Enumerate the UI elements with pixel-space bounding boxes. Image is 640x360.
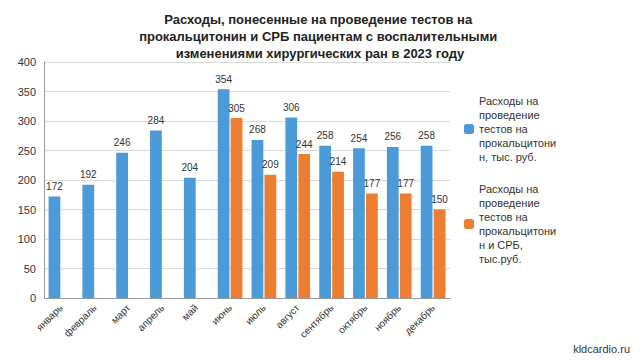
svg-text:июнь: июнь xyxy=(209,302,234,327)
svg-text:214: 214 xyxy=(330,156,347,167)
svg-text:июль: июль xyxy=(243,302,268,327)
svg-text:декабрь: декабрь xyxy=(402,302,437,337)
svg-text:н и СРБ,: н и СРБ, xyxy=(479,239,526,251)
svg-text:Расходы на: Расходы на xyxy=(479,183,541,195)
svg-text:200: 200 xyxy=(18,174,36,186)
svg-text:150: 150 xyxy=(18,204,36,216)
svg-text:изменениями хирургических ран: изменениями хирургических ран в 2023 год… xyxy=(176,46,465,61)
svg-text:400: 400 xyxy=(18,56,36,68)
svg-text:тыс.руб.: тыс.руб. xyxy=(479,253,521,265)
svg-text:прокальцитонин и СРБ пациентам: прокальцитонин и СРБ пациентам с воспали… xyxy=(139,29,501,44)
svg-text:май: май xyxy=(180,302,201,323)
svg-text:204: 204 xyxy=(181,162,198,173)
svg-text:300: 300 xyxy=(18,115,36,127)
svg-text:0: 0 xyxy=(30,292,36,304)
svg-text:177: 177 xyxy=(364,178,381,189)
svg-text:350: 350 xyxy=(18,86,36,98)
svg-text:сентябрь: сентябрь xyxy=(298,302,336,340)
svg-text:100: 100 xyxy=(18,233,36,245)
svg-text:268: 268 xyxy=(249,124,266,135)
svg-text:306: 306 xyxy=(283,102,300,113)
svg-text:50: 50 xyxy=(24,263,36,275)
svg-text:февраль: февраль xyxy=(62,302,99,339)
svg-text:прокальцитони: прокальцитони xyxy=(479,225,556,237)
svg-text:284: 284 xyxy=(148,115,165,126)
svg-text:август: август xyxy=(273,302,302,331)
svg-text:258: 258 xyxy=(418,130,435,141)
svg-text:250: 250 xyxy=(18,145,36,157)
svg-text:244: 244 xyxy=(296,139,313,150)
svg-text:150: 150 xyxy=(431,194,448,205)
svg-text:н, тыс. руб.: н, тыс. руб. xyxy=(479,151,537,163)
svg-text:проведение: проведение xyxy=(479,197,543,209)
svg-text:апрель: апрель xyxy=(135,302,166,333)
svg-text:172: 172 xyxy=(46,181,63,192)
svg-text:354: 354 xyxy=(215,74,232,85)
svg-text:март: март xyxy=(109,302,133,326)
svg-text:Расходы на: Расходы на xyxy=(479,95,541,107)
svg-text:прокальцитони: прокальцитони xyxy=(479,137,556,149)
svg-text:Расходы, понесенные на проведе: Расходы, понесенные на проведение тестов… xyxy=(164,12,476,27)
svg-text:256: 256 xyxy=(384,131,401,142)
svg-text:январь: январь xyxy=(34,302,65,333)
svg-text:проведение: проведение xyxy=(479,109,543,121)
svg-text:305: 305 xyxy=(228,103,245,114)
svg-text:209: 209 xyxy=(262,159,279,170)
svg-text:246: 246 xyxy=(114,137,131,148)
svg-text:октябрь: октябрь xyxy=(336,302,370,336)
svg-text:258: 258 xyxy=(317,130,334,141)
svg-text:177: 177 xyxy=(397,178,414,189)
svg-text:192: 192 xyxy=(80,169,97,180)
svg-text:тестов на: тестов на xyxy=(479,211,531,223)
svg-text:254: 254 xyxy=(351,133,368,144)
svg-text:kldcardio.ru: kldcardio.ru xyxy=(573,343,630,355)
svg-text:ноябрь: ноябрь xyxy=(372,302,403,333)
svg-text:тестов на: тестов на xyxy=(479,123,531,135)
